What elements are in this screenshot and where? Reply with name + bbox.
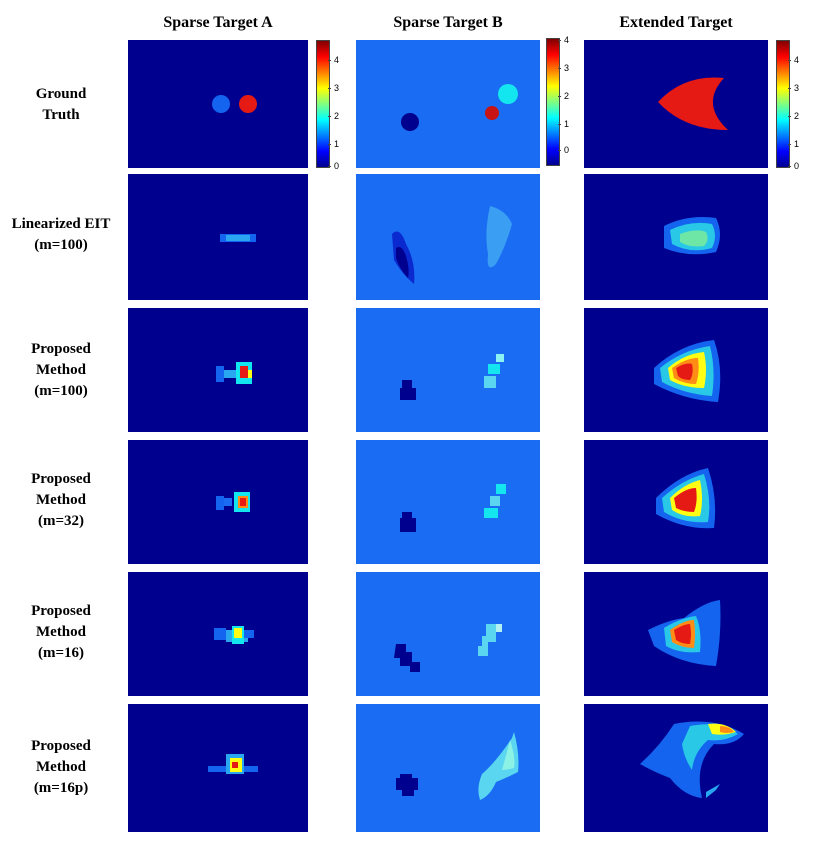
- column-header-extended: Extended Target: [619, 14, 733, 31]
- panel-p32-a: [128, 440, 308, 564]
- panel-gt-a: [128, 40, 308, 168]
- target-blob: [401, 113, 419, 131]
- column-header-sparse-b: Sparse Target B: [393, 14, 503, 31]
- target-blob: [498, 84, 518, 104]
- row-label-proposed-100: Proposed Method (m=100): [31, 341, 91, 399]
- panel-lin-c: [584, 174, 768, 300]
- row-label-ground-truth: Ground Truth: [35, 86, 87, 123]
- panel-lin-a: [128, 174, 308, 300]
- panel-p32-c: [584, 440, 768, 564]
- row-label-proposed-16p: Proposed Method (m=16p): [31, 738, 91, 796]
- row-label-linearized: Linearized EIT (m=100): [11, 216, 111, 253]
- panel-p16p-a: [128, 704, 308, 832]
- column-header-sparse-a: Sparse Target A: [163, 14, 273, 31]
- panel-p100-c: [584, 308, 768, 432]
- panel-p16p-c: [584, 704, 768, 832]
- panel-gt-b: [356, 40, 540, 168]
- row-label-proposed-32: Proposed Method (m=32): [31, 471, 91, 529]
- target-blob: [212, 95, 230, 113]
- panel-p16-a: [128, 572, 308, 696]
- target-blob: [485, 106, 499, 120]
- panel-p16-c: [584, 572, 768, 696]
- target-blob: [239, 95, 257, 113]
- panel-p16-b: [356, 572, 540, 696]
- panel-p100-a: [128, 308, 308, 432]
- panel-p100-b: [356, 308, 540, 432]
- panel-p16p-b: [356, 704, 540, 832]
- panel-gt-c: [584, 40, 768, 168]
- target-shape: [658, 77, 728, 130]
- panel-p32-b: [356, 440, 540, 564]
- panel-lin-b: [356, 174, 540, 300]
- row-label-proposed-16: Proposed Method (m=16): [31, 603, 91, 661]
